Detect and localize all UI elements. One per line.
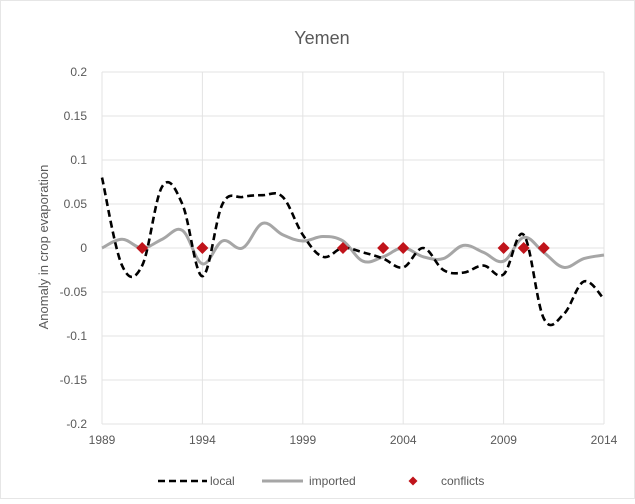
y-tick-label: 0 — [80, 241, 87, 255]
y-tick-label: 0.2 — [70, 65, 87, 79]
y-tick-label: -0.05 — [60, 285, 88, 299]
x-tick-label: 1989 — [89, 433, 116, 447]
conflict-marker — [336, 242, 349, 254]
legend-label-conflicts: conflicts — [441, 474, 484, 488]
x-tick-label: 2009 — [490, 433, 517, 447]
y-tick-label: -0.2 — [66, 417, 87, 431]
conflict-marker — [136, 242, 149, 254]
legend-swatch-conflicts — [408, 476, 418, 486]
x-tick-label: 1999 — [289, 433, 316, 447]
marker-layer — [136, 242, 550, 254]
legend: local imported conflicts — [158, 474, 484, 488]
chart-title: Yemen — [294, 28, 349, 48]
x-tick-label: 2004 — [390, 433, 417, 447]
conflict-marker — [517, 242, 530, 254]
legend-label-imported: imported — [309, 474, 356, 488]
conflict-marker — [397, 242, 410, 254]
x-tick-label: 1994 — [189, 433, 216, 447]
conflict-marker — [497, 242, 510, 254]
conflict-marker — [196, 242, 209, 254]
y-tick-label: 0.1 — [70, 153, 87, 167]
y-tick-label: 0.05 — [64, 197, 88, 211]
x-tick-label: 2014 — [591, 433, 618, 447]
y-tick-label: -0.1 — [66, 329, 87, 343]
conflict-marker — [377, 242, 390, 254]
y-tick-label: 0.15 — [64, 109, 88, 123]
y-axis-title: Anomaly in crop evaporation — [36, 165, 51, 330]
y-tick-label: -0.15 — [60, 373, 88, 387]
conflict-marker — [537, 242, 550, 254]
series-line-imported — [101, 221, 605, 269]
legend-label-local: local — [210, 474, 235, 488]
